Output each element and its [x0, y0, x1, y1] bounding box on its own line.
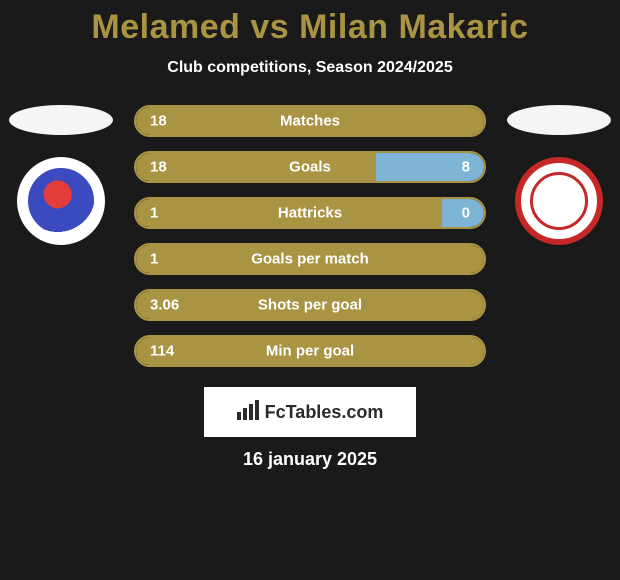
stat-value-right: 0: [462, 205, 470, 222]
comparison-area: 18 Matches 18 Goals 8 1 Hattricks 0 1 Goals per m…: [0, 105, 620, 367]
stat-row: 18 Goals 8: [134, 151, 486, 183]
stat-row: 114 Min per goal: [134, 335, 486, 367]
date-label: 16 january 2025: [0, 449, 620, 470]
page-title: Melamed vs Milan Makaric: [0, 8, 620, 47]
stat-label: Goals per match: [251, 251, 369, 268]
stat-value-left: 3.06: [150, 297, 179, 314]
club-badge-left-icon: [24, 164, 98, 238]
stat-label: Hattricks: [278, 205, 342, 222]
stat-label: Min per goal: [266, 343, 354, 360]
footer-brand-box: FcTables.com: [204, 387, 416, 437]
stat-value-left: 1: [150, 205, 158, 222]
footer-brand-text: FcTables.com: [265, 402, 384, 423]
stat-value-left: 18: [150, 113, 167, 130]
chart-icon: [237, 400, 259, 425]
stat-row: 1 Hattricks 0: [134, 197, 486, 229]
stat-label: Shots per goal: [258, 297, 362, 314]
stat-row: 3.06 Shots per goal: [134, 289, 486, 321]
subtitle: Club competitions, Season 2024/2025: [0, 59, 620, 77]
stat-value-left: 1: [150, 251, 158, 268]
stat-value-left: 18: [150, 159, 167, 176]
comparison-infographic: Melamed vs Milan Makaric Club competitio…: [0, 0, 620, 470]
stat-value-left: 114: [150, 343, 174, 360]
player-right-silhouette: [507, 105, 611, 135]
stat-value-right: 8: [462, 159, 470, 176]
stat-fill-left: [136, 153, 376, 181]
player-right-column: [504, 105, 614, 245]
club-badge-left: [17, 157, 105, 245]
stat-row: 18 Matches: [134, 105, 486, 137]
club-badge-right: [515, 157, 603, 245]
stats-column: 18 Matches 18 Goals 8 1 Hattricks 0 1 Goals per m…: [134, 105, 486, 367]
stat-label: Goals: [289, 159, 331, 176]
stat-label: Matches: [280, 113, 340, 130]
club-badge-right-icon: [530, 172, 588, 230]
stat-row: 1 Goals per match: [134, 243, 486, 275]
player-left-column: [6, 105, 116, 245]
player-left-silhouette: [9, 105, 113, 135]
